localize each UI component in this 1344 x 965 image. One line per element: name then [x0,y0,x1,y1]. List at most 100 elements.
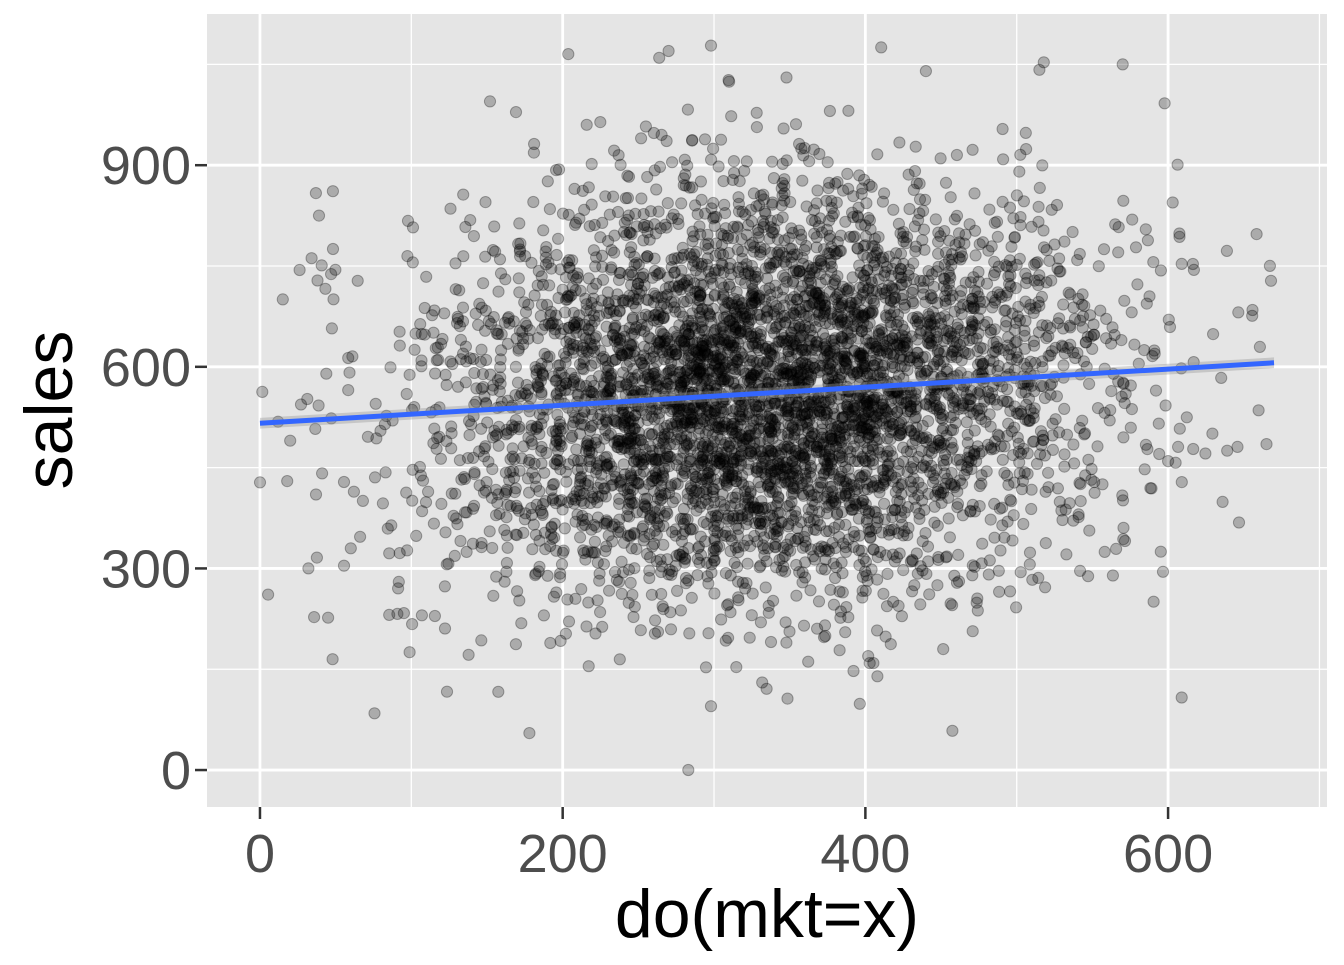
scatter-point [1026,503,1037,514]
scatter-point [614,654,625,665]
scatter-point [746,610,757,621]
scatter-point [706,154,717,165]
scatter-point [800,536,811,547]
scatter-point [657,470,668,481]
scatter-point [690,200,701,211]
scatter-point [684,628,695,639]
scatter-point [446,443,457,454]
scatter-point [675,284,686,295]
scatter-point [875,546,886,557]
scatter-point [586,158,597,169]
scatter-point [932,346,943,357]
scatter-point [975,303,986,314]
scatter-point [640,309,651,320]
scatter-point [510,390,521,401]
scatter-point [450,258,461,269]
scatter-point [468,452,479,463]
scatter-point [760,285,771,296]
scatter-point [1129,339,1140,350]
scatter-point [791,590,802,601]
scatter-point [1092,403,1103,414]
scatter-point [744,632,755,643]
scatter-point [761,683,772,694]
scatter-point [1054,266,1065,277]
scatter-point [1036,291,1047,302]
scatter-point [747,588,758,599]
scatter-point [626,436,637,447]
scatter-point [510,361,521,372]
scatter-point [695,290,706,301]
scatter-point [751,293,762,304]
scatter-point [952,502,963,513]
scatter-point [445,203,456,214]
scatter-point [932,580,943,591]
scatter-point [835,230,846,241]
scatter-point [841,602,852,613]
scatter-point [751,107,762,118]
scatter-point [767,197,778,208]
scatter-point [768,595,779,606]
scatter-point [703,238,714,249]
scatter-point [1015,149,1026,160]
scatter-point [407,222,418,233]
scatter-point [313,400,324,411]
scatter-point [1052,483,1063,494]
scatter-point [571,444,582,455]
scatter-point [436,498,447,509]
scatter-point [946,444,957,455]
scatter-point [357,495,368,506]
scatter-point [501,557,512,568]
scatter-point [771,562,782,573]
scatter-point [767,433,778,444]
scatter-point [672,585,683,596]
scatter-point [1107,570,1118,581]
scatter-point [994,586,1005,597]
scatter-point [1029,259,1040,270]
scatter-point [765,636,776,647]
scatter-point [679,154,690,165]
scatter-point [792,374,803,385]
scatter-point [876,42,887,53]
scatter-point [804,271,815,282]
scatter-point [1020,268,1031,279]
scatter-point [479,443,490,454]
scatter-point [553,233,564,244]
scatter-point [1247,310,1258,321]
scatter-point [949,306,960,317]
scatter-point [623,597,634,608]
scatter-point [910,241,921,252]
scatter-point [765,345,776,356]
scatter-point [863,651,874,662]
scatter-point [683,402,694,413]
scatter-point [554,416,565,427]
scatter-point [813,293,824,304]
scatter-point [441,379,452,390]
scatter-point [384,548,395,559]
scatter-point [575,532,586,543]
scatter-point [797,281,808,292]
scatter-point [905,394,916,405]
scatter-point [446,428,457,439]
scatter-point [380,467,391,478]
scatter-point [918,289,929,300]
scatter-point [474,480,485,491]
scatter-point [1077,289,1088,300]
scatter-point [888,204,899,215]
scatter-point [1044,255,1055,266]
scatter-point [302,393,313,404]
scatter-point [923,556,934,567]
scatter-point [510,415,521,426]
scatter-point [518,527,529,538]
scatter-point [995,545,1006,556]
scatter-point [826,202,837,213]
scatter-point [587,283,598,294]
scatter-point [708,505,719,516]
scatter-point [716,407,727,418]
scatter-point [1024,547,1035,558]
scatter-point [609,415,620,426]
scatter-point [976,446,987,457]
scatter-point [993,343,1004,354]
scatter-point [665,624,676,635]
scatter-point [997,454,1008,465]
scatter-point [541,242,552,253]
